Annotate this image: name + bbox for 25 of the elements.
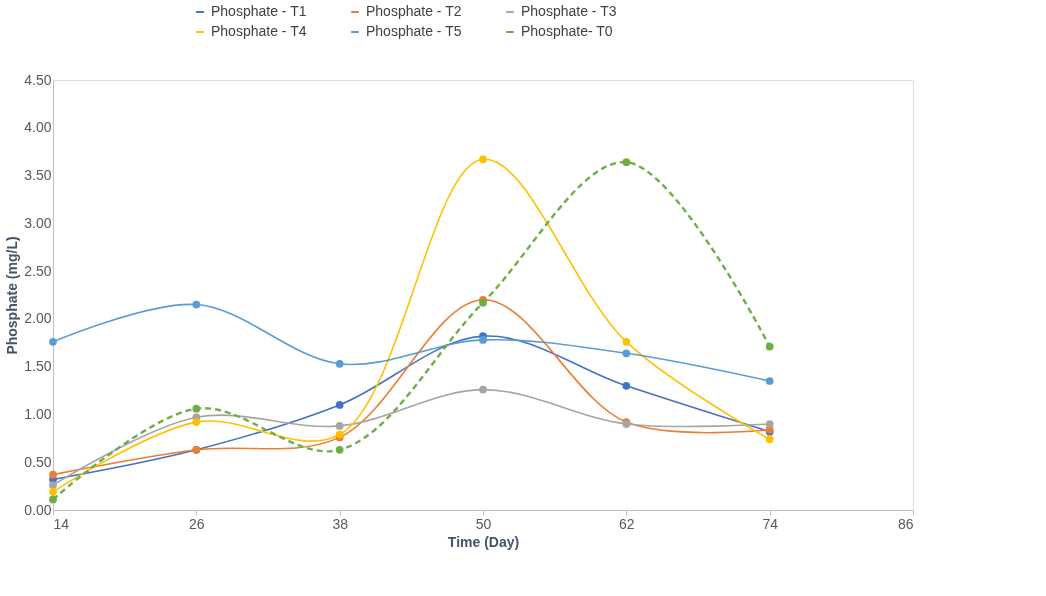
x-tick-label: 74	[762, 515, 779, 532]
y-tick-label: 3.00	[24, 214, 52, 231]
y-tick-label: 2.50	[24, 262, 52, 279]
x-tick-label: 38	[332, 515, 349, 532]
legend-label: Phosphate- T0	[521, 23, 613, 39]
y-tick-label: 4.50	[24, 71, 52, 88]
x-tick-label: 50	[475, 515, 492, 532]
y-tick-label: 3.50	[24, 167, 52, 184]
legend-label: Phosphate - T3	[521, 3, 617, 19]
legend-label: Phosphate - T4	[211, 23, 307, 39]
legend-label: Phosphate - T2	[366, 3, 462, 19]
x-tick-label: 26	[189, 515, 205, 532]
legend-label: Phosphate - T5	[366, 23, 462, 39]
x-tick-label: 14	[53, 515, 70, 532]
y-axis-title: Phosphate (mg/L)	[4, 236, 21, 355]
y-tick-label: 0.50	[24, 453, 52, 470]
y-tick-label: 0.00	[24, 501, 52, 518]
x-axis-title: Time (Day)	[447, 533, 520, 550]
x-tick-label: 62	[619, 515, 635, 532]
y-tick-label: 2.00	[24, 310, 52, 327]
x-tick-label: 86	[897, 515, 914, 532]
legend-label: Phosphate - T1	[211, 3, 307, 19]
y-tick-label: 1.50	[24, 358, 52, 375]
y-tick-label: 4.00	[24, 119, 52, 136]
y-tick-label: 1.00	[24, 405, 52, 422]
